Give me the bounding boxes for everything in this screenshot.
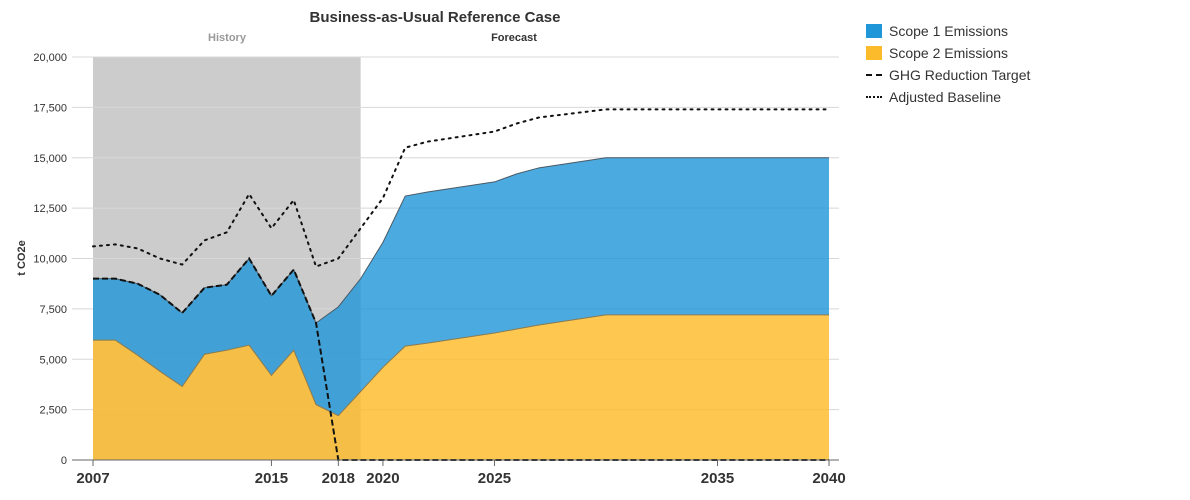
- legend-label-scope1: Scope 1 Emissions: [889, 23, 1009, 39]
- legend-label-baseline: Adjusted Baseline: [889, 89, 1002, 105]
- scope2-edge: [93, 314, 829, 417]
- y-tick-label: 2,500: [39, 405, 67, 417]
- axes: 0 2,500 5,000 7,500 10,000 12,500 15,000 17,500…: [33, 52, 845, 487]
- x-tick-label: 2040: [812, 470, 845, 487]
- legend-item-target[interactable]: GHG Reduction Target: [866, 64, 1030, 86]
- legend-item-baseline[interactable]: Adjusted Baseline: [866, 86, 1030, 108]
- legend-label-target: GHG Reduction Target: [889, 67, 1031, 83]
- scope1-swatch: [866, 24, 882, 38]
- x-tick-label: 2007: [76, 470, 109, 487]
- legend-label-scope2: Scope 2 Emissions: [889, 45, 1009, 61]
- x-tick-label: 2018: [322, 470, 355, 487]
- y-tick-label: 15,000: [33, 153, 67, 165]
- y-tick-label: 17,500: [33, 102, 67, 114]
- line-series: [92, 108, 830, 461]
- x-tick-label: 2025: [478, 470, 511, 487]
- adjusted-baseline-line: [92, 108, 830, 268]
- y-tick-label: 7,500: [39, 304, 67, 316]
- chart-title: Business-as-Usual Reference Case: [310, 9, 561, 26]
- legend-item-scope2[interactable]: Scope 2 Emissions: [866, 42, 1030, 64]
- forecast-label: Forecast: [491, 32, 537, 44]
- y-tick-label: 0: [61, 455, 67, 467]
- legend-item-scope1[interactable]: Scope 1 Emissions: [866, 20, 1030, 42]
- area-series: [93, 157, 829, 460]
- x-tick-label: 2035: [701, 470, 734, 487]
- dashed-line-swatch: [866, 74, 882, 76]
- scope2-area: [93, 314, 829, 460]
- chart: 0 2,500 5,000 7,500 10,000 12,500 15,000 17,500…: [16, 9, 846, 487]
- scope2-swatch: [866, 46, 882, 60]
- y-axis-label: t CO2e: [16, 240, 28, 275]
- history-label: History: [208, 32, 247, 44]
- dotted-line-swatch: [866, 96, 882, 98]
- y-tick-label: 20,000: [33, 52, 67, 64]
- legend: Scope 1 Emissions Scope 2 Emissions GHG …: [866, 20, 1030, 108]
- y-tick-label: 12,500: [33, 203, 67, 215]
- x-tick-label: 2015: [255, 470, 288, 487]
- ghg-target-line: [93, 256, 829, 461]
- scope1-area: [93, 157, 829, 416]
- x-tick-label: 2020: [366, 470, 399, 487]
- y-tick-label: 10,000: [33, 254, 67, 266]
- y-tick-label: 5,000: [39, 354, 67, 366]
